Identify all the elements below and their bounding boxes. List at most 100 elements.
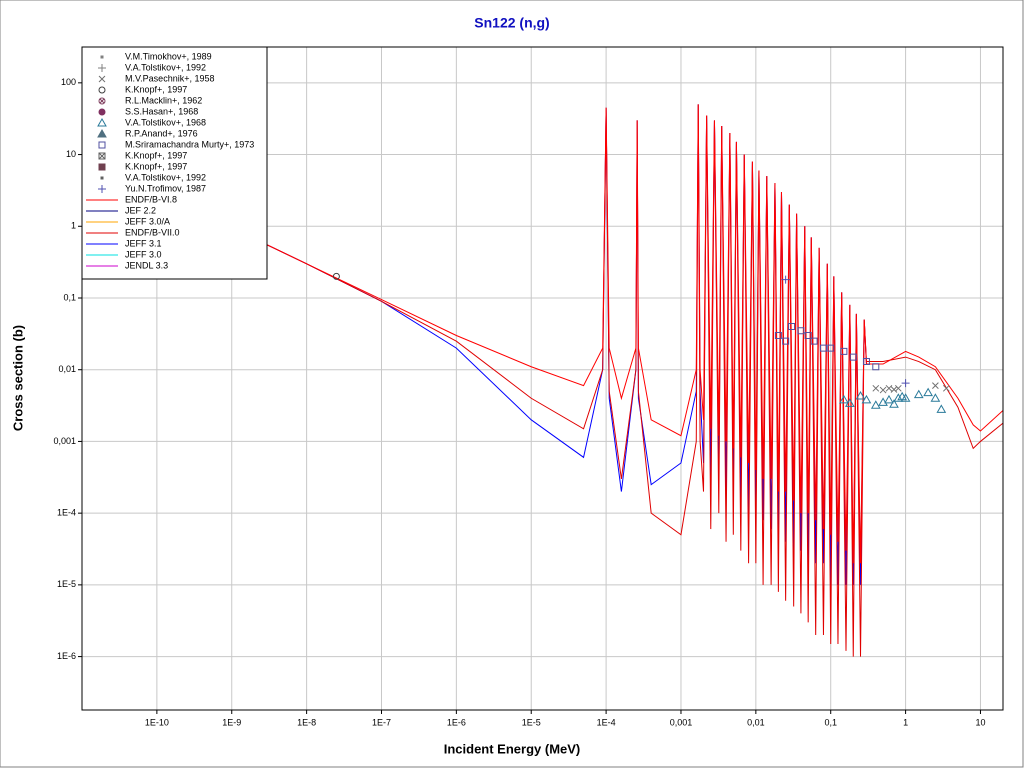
data-point bbox=[894, 384, 902, 392]
legend-marker bbox=[98, 141, 106, 149]
legend-label: JEFF 3.1 bbox=[125, 238, 162, 248]
data-point bbox=[810, 337, 818, 345]
data-point bbox=[870, 400, 881, 409]
data-point bbox=[839, 394, 849, 404]
data-point bbox=[774, 331, 782, 339]
x-tick-label: 1E-5 bbox=[522, 717, 541, 727]
plot-area bbox=[82, 104, 1003, 657]
data-point bbox=[782, 337, 790, 345]
x-tick-label: 0,01 bbox=[747, 717, 765, 727]
legend-label: ENDF/B-VI.8 bbox=[125, 194, 177, 204]
x-tick-label: 1 bbox=[903, 717, 908, 727]
series-line bbox=[82, 104, 1003, 657]
y-tick-label: 0,1 bbox=[63, 292, 76, 302]
x-tick-label: 1E-9 bbox=[222, 717, 241, 727]
data-point bbox=[862, 358, 870, 366]
legend-marker bbox=[98, 97, 106, 105]
legend-label: JEFF 3.0 bbox=[125, 249, 162, 259]
plot-border bbox=[81, 46, 1004, 711]
legend-label: V.A.Tolstikov+, 1992 bbox=[125, 62, 206, 72]
data-point bbox=[930, 393, 941, 402]
x-tick-label: 0,001 bbox=[670, 717, 693, 727]
y-tick-label: 1 bbox=[71, 221, 76, 231]
data-point bbox=[936, 404, 947, 413]
legend-label: Yu.N.Trofimov, 1987 bbox=[125, 183, 206, 193]
legend-marker bbox=[98, 108, 106, 116]
x-tick-label: 1E-4 bbox=[597, 717, 616, 727]
x-axis-label: Incident Energy (MeV) bbox=[444, 741, 581, 756]
legend-label: JENDL 3.3 bbox=[125, 260, 168, 270]
y-tick-label: 1E-4 bbox=[57, 508, 76, 518]
data-point bbox=[901, 379, 910, 388]
grid: 1E-10 1E-9 1E-8 1E-7 1E-6 1E-5 1E-4 0,001 0,01 0,… bbox=[53, 47, 1003, 727]
data-point bbox=[923, 387, 933, 397]
x-tick-label: 0,1 bbox=[824, 717, 837, 727]
legend-label: V.A.Tolstikov+, 1968 bbox=[125, 117, 206, 127]
data-point bbox=[900, 393, 911, 402]
data-point bbox=[884, 394, 894, 404]
data-point bbox=[332, 272, 340, 280]
y-axis-label: Cross section (b) bbox=[10, 325, 25, 431]
legend-label: JEFF 3.0/A bbox=[125, 216, 170, 226]
legend-marker bbox=[98, 185, 106, 193]
x-tick-label: 1E-10 bbox=[145, 717, 169, 727]
data-point bbox=[844, 398, 855, 407]
data-point bbox=[827, 344, 835, 352]
y-tick-label: 0,001 bbox=[53, 436, 76, 446]
legend-marker bbox=[98, 86, 106, 94]
legend-label: ENDF/B-VII.0 bbox=[125, 227, 180, 237]
y-tick-label: 1E-6 bbox=[57, 651, 76, 661]
chart-title: Sn122 (n,g) bbox=[474, 15, 549, 31]
legend-marker bbox=[100, 176, 104, 180]
data-point bbox=[885, 384, 893, 392]
legend-label: V.M.Timokhov+, 1989 bbox=[125, 51, 212, 61]
series-line bbox=[82, 104, 1003, 564]
legend-label: R.L.Macklin+, 1962 bbox=[125, 95, 202, 105]
legend-label: K.Knopf+, 1997 bbox=[125, 150, 187, 160]
legend-label: V.A.Tolstikov+, 1992 bbox=[125, 172, 206, 182]
data-point bbox=[913, 389, 924, 399]
data-point bbox=[879, 386, 887, 394]
x-tick-label: 1E-6 bbox=[447, 717, 466, 727]
y-tick-label: 1E-5 bbox=[57, 579, 76, 589]
legend-box bbox=[81, 46, 268, 280]
legend-label: M.Sriramachandra Murty+, 1973 bbox=[125, 139, 254, 149]
legend-marker bbox=[97, 128, 107, 138]
data-point bbox=[890, 386, 898, 393]
legend-label: K.Knopf+, 1997 bbox=[125, 161, 187, 171]
data-point bbox=[797, 327, 805, 335]
legend-marker bbox=[97, 117, 107, 127]
data-point bbox=[819, 344, 827, 352]
legend-label: M.V.Pasechnik+, 1958 bbox=[125, 73, 214, 83]
data-point bbox=[893, 393, 904, 402]
legend-marker bbox=[98, 152, 106, 160]
y-tick-label: 10 bbox=[66, 149, 76, 159]
legend-marker bbox=[98, 163, 106, 171]
y-tick-label: 0,01 bbox=[58, 364, 76, 374]
data-point bbox=[889, 399, 899, 408]
legend-label: K.Knopf+, 1997 bbox=[125, 84, 187, 94]
legend-marker bbox=[100, 55, 104, 59]
data-point bbox=[872, 384, 880, 392]
data-point bbox=[781, 275, 790, 284]
data-point bbox=[855, 390, 866, 400]
legend-marker bbox=[98, 64, 106, 72]
data-point bbox=[932, 382, 939, 389]
legend-label: R.P.Anand+, 1976 bbox=[125, 128, 198, 138]
legend-label: S.S.Hasan+, 1968 bbox=[125, 106, 198, 116]
legend-marker bbox=[98, 75, 106, 83]
x-tick-label: 1E-7 bbox=[372, 717, 391, 727]
data-point bbox=[788, 323, 796, 331]
x-tick-label: 1E-8 bbox=[297, 717, 316, 727]
data-point bbox=[861, 394, 872, 404]
data-point bbox=[872, 363, 880, 371]
data-point bbox=[840, 347, 848, 355]
legend-label: JEF 2.2 bbox=[125, 205, 156, 215]
y-tick-label: 100 bbox=[61, 77, 76, 87]
x-tick-label: 10 bbox=[975, 717, 985, 727]
data-point bbox=[942, 384, 950, 392]
data-point bbox=[849, 353, 857, 361]
